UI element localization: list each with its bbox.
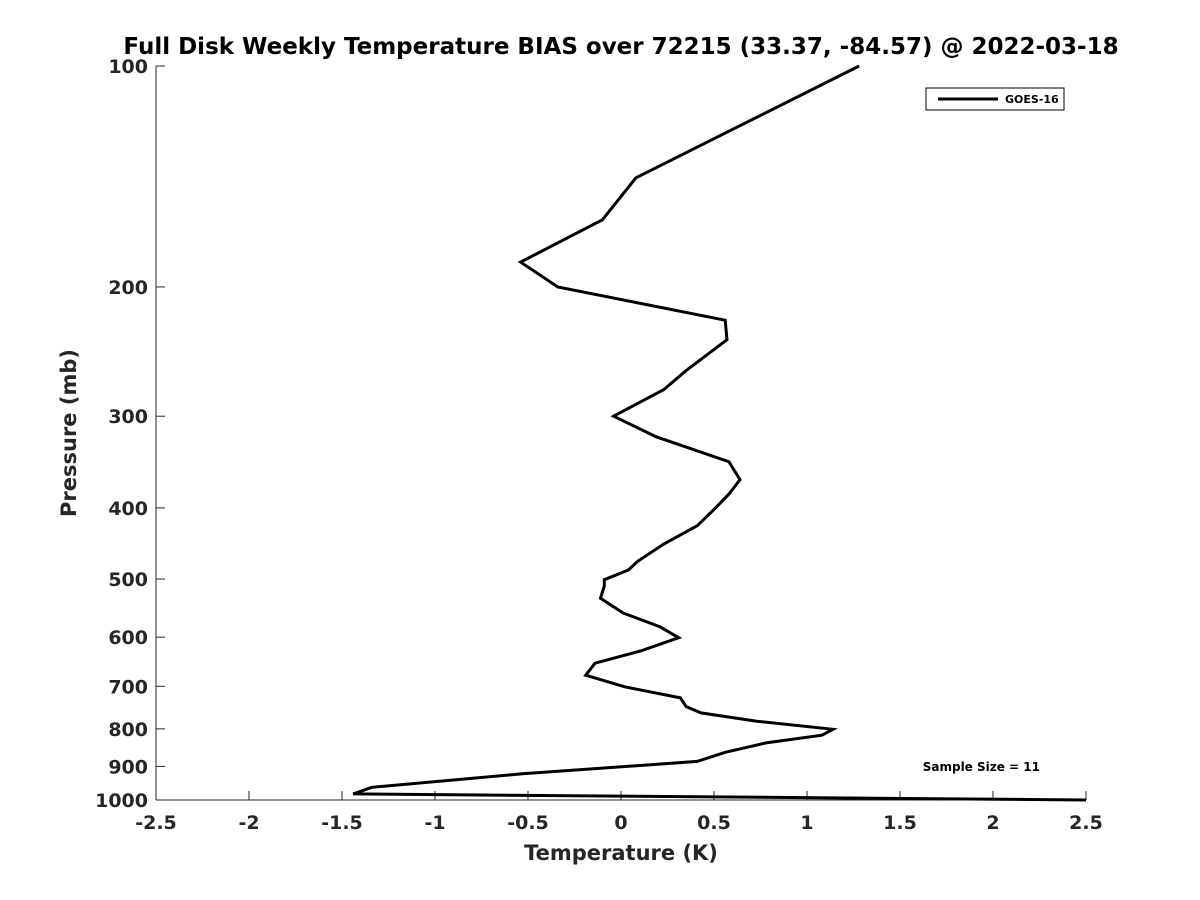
- y-tick-label: 400: [108, 498, 148, 520]
- x-axis-label: Temperature (K): [524, 841, 718, 865]
- x-tick-label: -0.5: [507, 812, 549, 834]
- x-tick-label: -1.5: [321, 812, 363, 834]
- y-tick-label: 800: [108, 719, 148, 741]
- chart-title: Full Disk Weekly Temperature BIAS over 7…: [123, 34, 1118, 60]
- x-tick-label: -2: [238, 812, 259, 834]
- y-axis-label: Pressure (mb): [57, 349, 81, 517]
- series-line-goes-16: [352, 64, 1087, 802]
- legend: GOES-16: [925, 87, 1065, 111]
- x-tick-label: 0: [614, 812, 627, 834]
- y-tick-label: 1000: [95, 790, 148, 812]
- x-tick-label: 1.5: [883, 812, 917, 834]
- y-axis-ticks: 100 200 300 400 500 600 700 800 900 1000: [95, 56, 165, 812]
- series-layer: [352, 64, 1087, 802]
- y-tick-label: 700: [108, 676, 148, 698]
- x-tick-label: 2: [986, 812, 999, 834]
- x-axis-ticks: -2.5 -2 -1.5 -1 -0.5 0 0.5 1 1.5 2 2.5: [135, 791, 1103, 834]
- x-tick-label: -1: [424, 812, 445, 834]
- y-tick-label: 900: [108, 756, 148, 778]
- y-tick-label: 300: [108, 406, 148, 428]
- y-tick-label: 600: [108, 627, 148, 649]
- y-tick-label: 200: [108, 277, 148, 299]
- y-tick-label: 500: [108, 569, 148, 591]
- x-tick-label: -2.5: [135, 812, 177, 834]
- y-tick-label: 100: [108, 56, 148, 78]
- legend-label-goes-16: GOES-16: [1005, 93, 1059, 106]
- x-tick-label: 1: [800, 812, 813, 834]
- x-tick-label: 2.5: [1069, 812, 1103, 834]
- x-tick-label: 0.5: [697, 812, 731, 834]
- sample-size-annotation: Sample Size = 11: [923, 760, 1040, 774]
